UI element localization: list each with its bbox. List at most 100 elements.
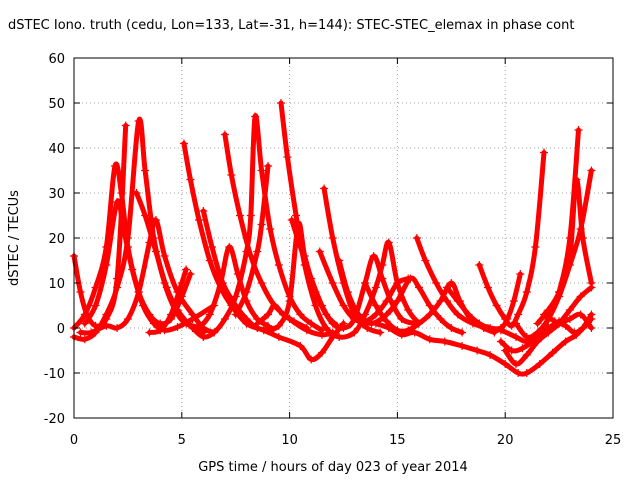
- data-point-marker: [516, 270, 525, 278]
- series-sat-12: [222, 132, 336, 338]
- data-point-marker: [207, 243, 216, 251]
- x-tick-label: 15: [389, 433, 406, 448]
- data-point-marker: [76, 288, 85, 296]
- data-point-marker: [565, 252, 574, 260]
- data-point-marker: [436, 315, 445, 323]
- data-point-marker: [253, 247, 262, 256]
- data-point-marker: [343, 288, 352, 296]
- data-point-marker: [425, 301, 434, 310]
- data-point-marker: [371, 283, 380, 292]
- data-point-marker: [285, 297, 294, 305]
- data-point-marker: [397, 330, 406, 339]
- data-point-marker: [533, 319, 542, 328]
- data-point-marker: [522, 288, 531, 296]
- data-point-marker: [574, 126, 583, 134]
- data-point-marker: [177, 279, 186, 287]
- data-point-marker: [257, 166, 266, 175]
- data-point-marker: [296, 243, 305, 251]
- data-point-marker: [264, 310, 273, 319]
- data-point-marker: [473, 346, 482, 355]
- data-point-marker: [242, 288, 251, 296]
- data-point-marker: [113, 198, 122, 206]
- data-point-marker: [511, 319, 520, 328]
- data-point-marker: [307, 274, 316, 283]
- series-sat-11: [196, 244, 271, 331]
- data-point-marker: [464, 310, 473, 319]
- x-tick-labels: 0 5 10 15 20 25: [70, 433, 621, 448]
- x-tick-label: 5: [178, 433, 186, 448]
- data-point-marker: [287, 216, 296, 224]
- data-point-marker: [123, 315, 132, 323]
- y-axis-label: dSTEC / TECUs: [7, 190, 22, 286]
- data-point-marker: [320, 184, 329, 193]
- data-point-marker: [565, 306, 574, 314]
- data-point-marker: [102, 321, 111, 330]
- data-point-marker: [501, 315, 510, 323]
- data-series: [70, 99, 596, 377]
- data-point-marker: [199, 207, 208, 215]
- data-point-marker: [102, 310, 111, 319]
- data-point-marker: [412, 234, 421, 242]
- x-tick-label: 20: [497, 433, 514, 448]
- data-point-marker: [328, 319, 337, 328]
- data-point-marker: [414, 319, 423, 328]
- data-point-marker: [335, 333, 344, 341]
- data-point-marker: [486, 324, 495, 332]
- data-point-marker: [522, 369, 531, 377]
- data-point-marker: [535, 360, 544, 368]
- data-point-marker: [270, 301, 279, 310]
- data-point-marker: [393, 279, 402, 287]
- series-sat-15: [254, 303, 310, 331]
- data-point-marker: [225, 243, 234, 251]
- data-point-marker: [117, 189, 126, 197]
- data-point-marker: [378, 274, 387, 283]
- data-point-marker: [509, 297, 518, 305]
- data-point-marker: [361, 279, 370, 287]
- data-point-marker: [220, 315, 229, 323]
- data-point-marker: [121, 121, 130, 130]
- series-sat-20: [336, 258, 465, 335]
- series-sat-31: [556, 311, 594, 331]
- y-tick-label: 40: [48, 142, 65, 157]
- data-point-marker: [555, 319, 564, 328]
- data-point-marker: [317, 330, 326, 339]
- data-point-marker: [149, 319, 158, 328]
- data-point-marker: [432, 279, 441, 287]
- y-tick-label: 50: [48, 97, 65, 112]
- data-point-marker: [486, 351, 495, 359]
- data-point-marker: [369, 252, 378, 260]
- data-point-marker: [141, 211, 150, 220]
- data-point-marker: [307, 355, 316, 364]
- data-point-marker: [533, 328, 542, 337]
- data-point-marker: [565, 315, 574, 323]
- data-point-marker: [501, 360, 510, 368]
- data-point-marker: [363, 324, 372, 332]
- data-point-marker: [145, 328, 154, 337]
- grid-lines: [74, 58, 613, 418]
- x-tick-label: 0: [70, 433, 78, 448]
- data-point-marker: [134, 117, 143, 125]
- axis-ticks: [73, 57, 614, 419]
- data-point-marker: [266, 225, 275, 233]
- data-point-marker: [350, 328, 359, 337]
- data-point-marker: [87, 328, 96, 337]
- x-tick-label: 25: [605, 433, 622, 448]
- data-point-marker: [251, 112, 260, 121]
- data-point-marker: [531, 243, 540, 251]
- data-point-marker: [141, 166, 150, 175]
- data-point-marker: [458, 328, 467, 337]
- data-point-marker: [199, 333, 208, 341]
- data-point-marker: [173, 323, 182, 332]
- data-point-marker: [384, 238, 393, 247]
- data-point-marker: [160, 252, 169, 260]
- data-point-marker: [442, 297, 451, 305]
- data-point-marker: [376, 328, 385, 337]
- data-point-marker: [186, 270, 195, 278]
- data-point-marker: [501, 346, 510, 355]
- data-point-marker: [274, 333, 283, 341]
- data-point-marker: [453, 310, 462, 319]
- data-point-marker: [205, 256, 214, 265]
- data-point-marker: [227, 171, 236, 179]
- data-point-marker: [404, 306, 413, 314]
- data-point-marker: [296, 342, 305, 350]
